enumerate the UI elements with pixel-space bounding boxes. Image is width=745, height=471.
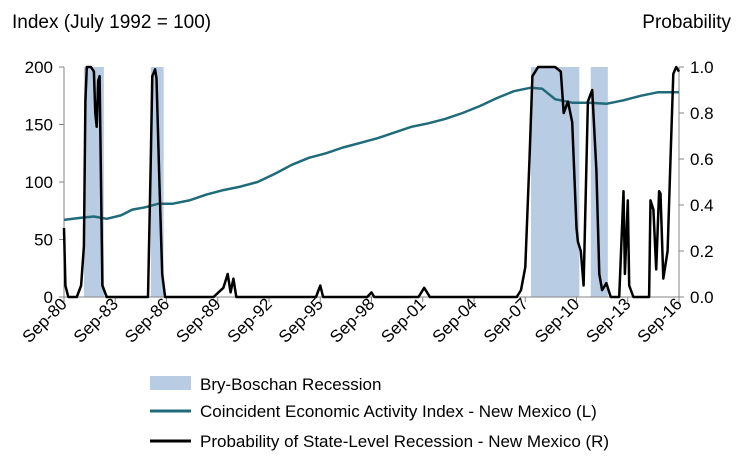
- y-right-tick-label: 1.0: [690, 58, 714, 77]
- x-tick-label: Sep-16: [634, 294, 686, 346]
- legend-label-cei: Coincident Economic Activity Index - New…: [200, 402, 597, 421]
- legend-swatch-recession: [150, 376, 191, 390]
- y-left-axis-title: Index (July 1992 = 100): [12, 12, 211, 33]
- y-right-axis-title: Probability: [642, 12, 731, 33]
- y-right-tick-label: 0.4: [690, 196, 714, 215]
- x-tick-label: Sep-89: [172, 294, 224, 346]
- x-tick-label: Sep-04: [429, 294, 481, 346]
- probability-series: [62, 65, 681, 299]
- x-tick-label: Sep-10: [531, 294, 583, 346]
- x-tick-label: Sep-95: [275, 294, 327, 346]
- x-tick-label: Sep-01: [377, 294, 429, 346]
- x-tick-label: Sep-92: [224, 294, 276, 346]
- y-right-tick-label: 0.6: [690, 150, 714, 169]
- x-tick-label: Sep-86: [121, 294, 173, 346]
- x-tick-label: Sep-83: [70, 294, 122, 346]
- y-left-tick-label: 100: [25, 173, 53, 192]
- recession-band-3: [530, 67, 580, 297]
- legend-label-probability: Probability of State-Level Recession - N…: [200, 432, 609, 451]
- y-left-tick-label: 0: [44, 288, 53, 307]
- x-tick-label: Sep-98: [326, 294, 378, 346]
- y-left-tick-label: 200: [25, 58, 53, 77]
- y-left-tick-label: 50: [34, 231, 53, 250]
- y-right-tick-label: 0.0: [690, 288, 714, 307]
- recession-band-1: [83, 67, 104, 297]
- y-right-tick-label: 0.8: [690, 104, 714, 123]
- legend: Bry-Boschan Recession Coincident Economi…: [150, 375, 609, 451]
- y-left-tick-label: 150: [25, 116, 53, 135]
- x-tick-label: Sep-07: [480, 294, 532, 346]
- x-tick-label: Sep-13: [582, 294, 634, 346]
- probability-line: [62, 65, 681, 299]
- recession-shading: [83, 67, 608, 297]
- y-right-tick-label: 0.2: [690, 242, 714, 261]
- legend-label-recession: Bry-Boschan Recession: [200, 375, 381, 394]
